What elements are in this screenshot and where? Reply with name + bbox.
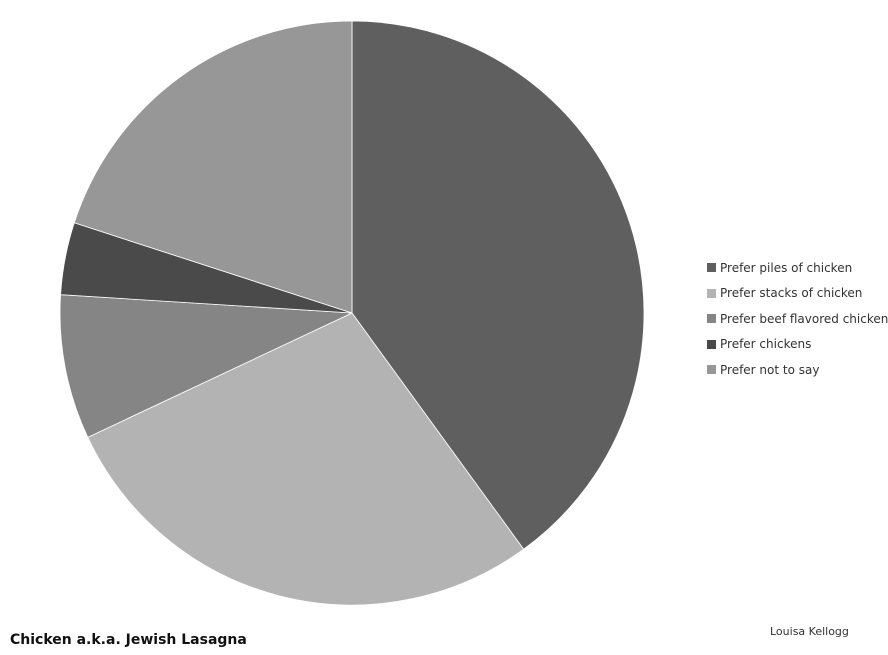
legend-label-piles: Prefer piles of chicken [720,260,853,275]
legend-swatch-chickens [707,339,716,349]
pie-slice-piles [351,20,645,550]
pie-slice-not-say [73,20,353,314]
legend-label-stacks: Prefer stacks of chicken [720,286,863,301]
legend-item-chickens: Prefer chickens [707,332,888,358]
chart-credit: Louisa Kellogg [770,625,849,638]
legend-item-not-say: Prefer not to say [707,357,888,383]
legend-swatch-stacks [707,288,716,298]
legend-item-beef: Prefer beef flavored chicken [707,306,888,332]
legend-label-not-say: Prefer not to say [720,362,820,377]
pie-slice-beef [59,294,353,438]
legend-swatch-beef [707,314,716,324]
legend: Prefer piles of chicken Prefer stacks of… [707,255,888,383]
legend-label-beef: Prefer beef flavored chicken [720,311,888,326]
legend-item-stacks: Prefer stacks of chicken [707,281,888,307]
pie-slice-stacks [87,312,525,606]
legend-swatch-not-say [707,365,716,375]
chart-title: Chicken a.k.a. Jewish Lasagna [10,632,247,648]
legend-swatch-piles [707,263,716,273]
legend-label-chickens: Prefer chickens [720,337,812,352]
legend-item-piles: Prefer piles of chicken [707,255,888,281]
